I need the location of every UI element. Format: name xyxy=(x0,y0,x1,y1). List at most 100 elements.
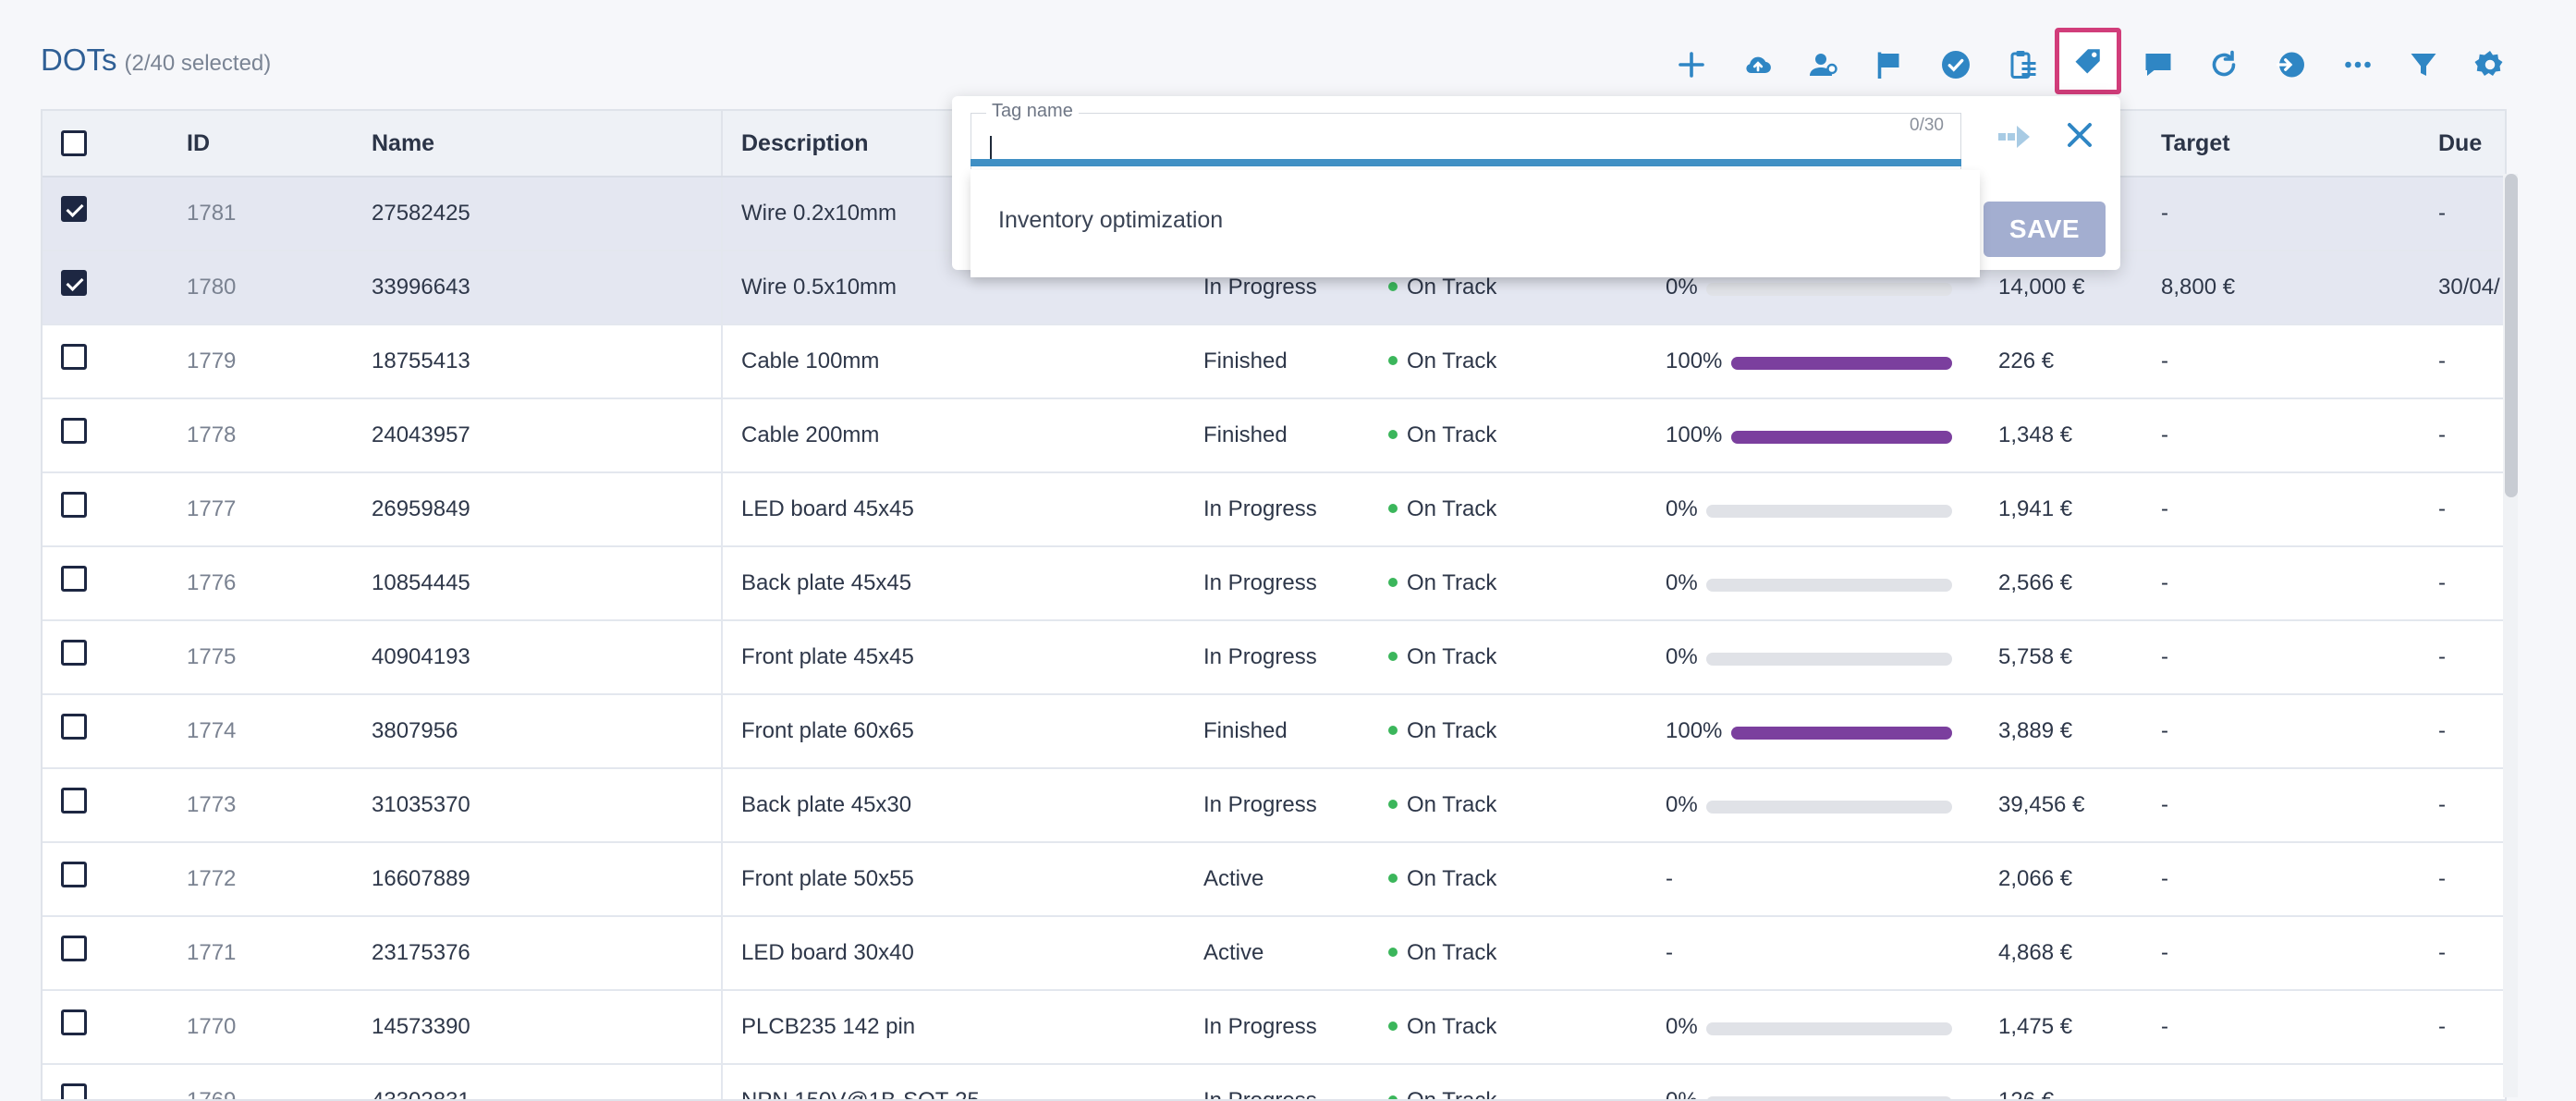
filter-button[interactable] xyxy=(2397,35,2450,94)
row-checkbox[interactable] xyxy=(61,936,87,961)
table-row[interactable]: 1779 18755413 Cable 100mm Finished On Track 1… xyxy=(43,325,2505,399)
on-track-dot xyxy=(1388,873,1398,883)
row-checkbox[interactable] xyxy=(61,1083,87,1099)
suggestion-item[interactable]: Inventory optimization xyxy=(998,207,1224,233)
close-popover-button[interactable] xyxy=(2061,116,2098,153)
scrollbar-thumb[interactable] xyxy=(2505,174,2518,497)
row-due-date: - xyxy=(2438,940,2446,965)
row-progress-label: 0% xyxy=(1666,1088,1698,1101)
submit-tag-button[interactable] xyxy=(1996,120,2037,153)
row-track-label: On Track xyxy=(1407,496,1497,521)
column-header-due-date[interactable]: Due D xyxy=(2438,130,2483,221)
row-due-date: - xyxy=(2438,792,2446,817)
column-divider xyxy=(721,621,723,693)
row-description: NPN 150V@1B-SOT-25 xyxy=(741,1088,980,1101)
row-target: - xyxy=(2161,1088,2168,1101)
save-button[interactable]: SAVE xyxy=(1984,202,2106,257)
page-header: DOTs (2/40 selected) xyxy=(41,43,271,89)
on-track-dot xyxy=(1388,947,1398,957)
row-track: On Track xyxy=(1388,621,1496,693)
table-row[interactable]: 1773 31035370 Back plate 45x30 In Progress O… xyxy=(43,769,2505,843)
progress-bar xyxy=(1706,505,1952,518)
clipboard-icon xyxy=(2010,51,2036,79)
table-row[interactable]: 1775 40904193 Front plate 45x45 In Progress… xyxy=(43,621,2505,695)
cloud-upload-icon xyxy=(1746,56,1771,74)
row-track-label: On Track xyxy=(1407,866,1497,891)
table-row[interactable]: 1769 43302831 NPN 150V@1B-SOT-25 In Progres… xyxy=(43,1065,2505,1101)
table-row[interactable]: 1770 14573390 PLCB235 142 pin In Progress On… xyxy=(43,991,2505,1065)
column-header-id[interactable]: ID xyxy=(187,130,210,156)
row-checkbox[interactable] xyxy=(61,418,87,444)
complete-button[interactable] xyxy=(1929,35,1983,94)
row-checkbox[interactable] xyxy=(61,862,87,887)
row-checkbox[interactable] xyxy=(61,714,87,740)
row-checkbox[interactable] xyxy=(61,492,87,518)
more-button[interactable] xyxy=(2331,35,2385,94)
column-divider xyxy=(721,325,723,398)
row-track-label: On Track xyxy=(1407,275,1497,300)
row-name: 43302831 xyxy=(372,1088,470,1101)
table-row[interactable]: 1772 16607889 Front plate 50x55 Active On Tr… xyxy=(43,843,2505,917)
row-checkbox[interactable] xyxy=(61,1009,87,1035)
tag-button[interactable] xyxy=(2055,28,2121,94)
row-name: 31035370 xyxy=(372,792,470,817)
row-track: On Track xyxy=(1388,695,1496,767)
column-divider xyxy=(721,399,723,471)
column-header-description[interactable]: Description xyxy=(721,111,869,176)
row-checkbox[interactable] xyxy=(61,788,87,814)
row-checkbox[interactable] xyxy=(61,270,87,296)
row-description: Front plate 60x65 xyxy=(741,718,914,743)
table-row[interactable]: 1774 3807956 Front plate 60x65 Finished On T… xyxy=(43,695,2505,769)
tag-name-label: Tag name xyxy=(986,101,1079,122)
row-checkbox[interactable] xyxy=(61,196,87,222)
row-track: On Track xyxy=(1388,325,1496,398)
row-id: 1775 xyxy=(187,644,237,669)
assign-user-button[interactable] xyxy=(1797,35,1850,94)
table-row[interactable]: 1778 24043957 Cable 200mm Finished On Track 1… xyxy=(43,399,2505,473)
row-due-date: - xyxy=(2438,644,2446,669)
settings-button[interactable] xyxy=(2463,35,2517,94)
add-button[interactable] xyxy=(1665,35,1718,94)
column-divider xyxy=(721,1065,723,1099)
row-checkbox[interactable] xyxy=(61,566,87,592)
table-row[interactable]: 1776 10854445 Back plate 45x45 In Progress O… xyxy=(43,547,2505,621)
row-target: - xyxy=(2161,792,2168,817)
row-status: In Progress xyxy=(1203,1014,1317,1039)
on-track-dot xyxy=(1388,799,1398,809)
row-progress-label: 0% xyxy=(1666,792,1698,817)
row-description: PLCB235 142 pin xyxy=(741,1014,916,1039)
select-all-checkbox[interactable] xyxy=(61,130,87,156)
refresh-button[interactable] xyxy=(2197,35,2251,94)
row-status: In Progress xyxy=(1203,570,1317,595)
row-id: 1773 xyxy=(187,792,237,817)
row-progress-label: 100% xyxy=(1666,349,1723,373)
row-target: - xyxy=(2161,349,2168,373)
table-row[interactable]: 1777 26959849 LED board 45x45 In Progress On… xyxy=(43,473,2505,547)
login-button[interactable] xyxy=(2264,35,2317,94)
row-checkbox[interactable] xyxy=(61,640,87,666)
clipboard-button[interactable] xyxy=(1996,35,2050,94)
column-header-name[interactable]: Name xyxy=(372,130,435,156)
table-row[interactable]: 1771 23175376 LED board 30x40 Active On Trac… xyxy=(43,917,2505,991)
row-id: 1779 xyxy=(187,349,237,373)
progress-bar xyxy=(1731,431,1952,444)
upload-button[interactable] xyxy=(1731,35,1785,94)
row-track-label: On Track xyxy=(1407,1088,1497,1101)
row-description: LED board 45x45 xyxy=(741,496,914,521)
row-name: 16607889 xyxy=(372,866,470,891)
row-name: 33996643 xyxy=(372,275,470,300)
column-divider xyxy=(721,547,723,619)
column-divider xyxy=(721,695,723,767)
row-id: 1780 xyxy=(187,275,237,300)
progress-bar xyxy=(1706,283,1952,296)
row-status: Active xyxy=(1203,940,1264,965)
row-id: 1777 xyxy=(187,496,237,521)
column-header-target[interactable]: Target xyxy=(2161,130,2230,156)
on-track-dot xyxy=(1388,1021,1398,1031)
row-checkbox[interactable] xyxy=(61,344,87,370)
comment-button[interactable] xyxy=(2131,35,2185,94)
row-amount: 126 € xyxy=(1998,1088,2055,1101)
row-description: Back plate 45x30 xyxy=(741,792,912,817)
flag-button[interactable] xyxy=(1862,35,1916,94)
progress-bar xyxy=(1706,653,1952,666)
